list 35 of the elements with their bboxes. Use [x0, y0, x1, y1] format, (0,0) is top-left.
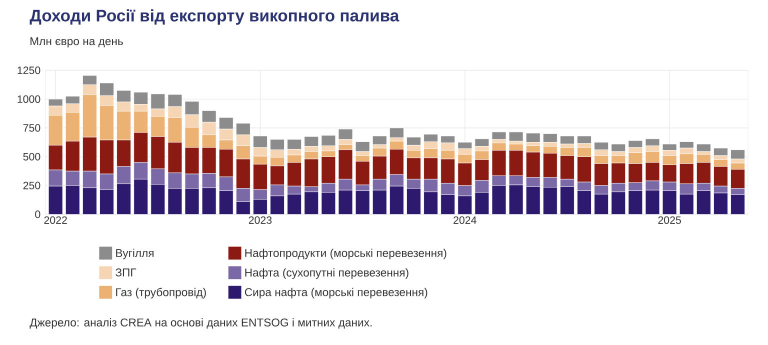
bar — [372, 136, 387, 145]
bar — [577, 136, 592, 144]
bar — [696, 144, 711, 152]
bar — [542, 133, 558, 143]
bar — [714, 148, 728, 156]
x-tick-label: 2024 — [454, 216, 476, 224]
chart-title: Доходи Росії від експорту викопного палива — [30, 9, 400, 25]
bar — [304, 136, 319, 147]
y-tick-label: 250 — [23, 182, 40, 190]
bar — [508, 132, 524, 142]
bar — [389, 128, 404, 138]
legend-label: Сира нафта (морські перевезення) — [244, 288, 428, 298]
y-tick-label: 0 — [35, 210, 40, 218]
bar — [355, 142, 370, 152]
y-tick-label: 1250 — [18, 66, 40, 74]
text: Джерело: аналіз CREA на основі даних ENTSOG і митних даних. — [30, 318, 372, 329]
chart-subtitle: Млн євро на день — [30, 37, 123, 48]
bar — [662, 144, 677, 151]
bar — [560, 136, 574, 144]
bar — [611, 144, 626, 152]
y-tick-label: 1000 — [18, 95, 40, 103]
x-tick-label: 2025 — [658, 216, 681, 224]
y-tick-label: 500 — [23, 152, 40, 160]
legend-label: ЗПГ — [116, 268, 136, 276]
bar — [730, 150, 745, 160]
y-tick-label: 750 — [23, 124, 40, 132]
legend-label: Нафтопродукти (морські перевезення) — [245, 248, 446, 260]
x-tick-label: 2022 — [44, 216, 67, 224]
bar — [474, 138, 490, 147]
legend-label: Вугілля — [116, 248, 154, 260]
bar — [492, 132, 506, 140]
legend-label: Газ (трубопровід) — [116, 288, 206, 298]
x-tick-label: 2023 — [248, 216, 272, 224]
legend-label: Нафта (сухопутні перевезення) — [245, 268, 408, 279]
bar — [526, 132, 540, 143]
